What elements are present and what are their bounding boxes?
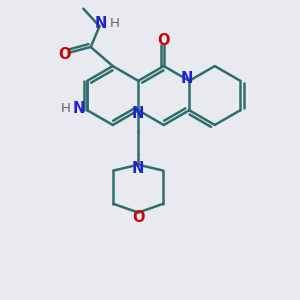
Text: H: H xyxy=(60,102,70,115)
Text: O: O xyxy=(158,33,170,48)
Text: N: N xyxy=(95,16,107,31)
Text: N: N xyxy=(132,106,145,121)
Text: N: N xyxy=(181,71,193,86)
Text: N: N xyxy=(132,161,145,176)
Text: O: O xyxy=(132,210,145,225)
Text: H: H xyxy=(110,17,120,30)
Text: N: N xyxy=(73,101,85,116)
Text: O: O xyxy=(58,47,70,62)
